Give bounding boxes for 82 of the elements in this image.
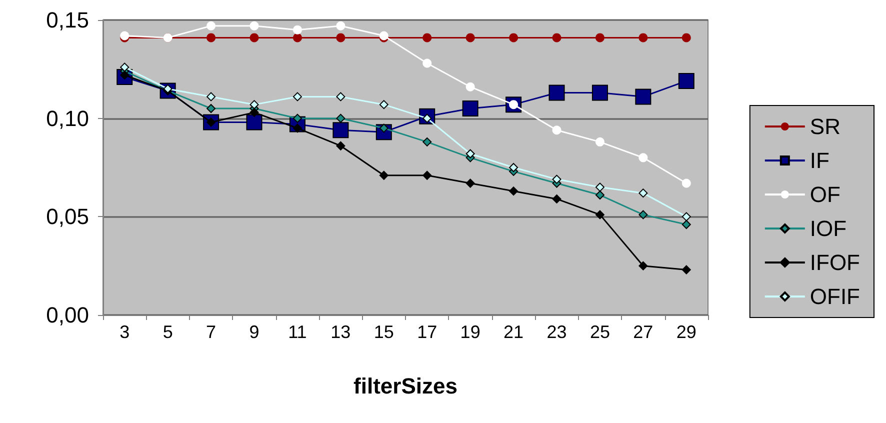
point [292, 114, 302, 123]
point [595, 190, 604, 200]
point [595, 33, 604, 42]
point [246, 114, 262, 130]
point [466, 82, 475, 92]
point [206, 92, 216, 102]
x-tick-label: 25 [590, 322, 610, 342]
x-tick-label: 27 [633, 322, 654, 342]
point [595, 182, 604, 192]
point [332, 122, 349, 138]
x-tick-label: 7 [206, 322, 216, 342]
point [462, 100, 478, 116]
legend-label: SR [810, 114, 840, 139]
point [682, 265, 691, 274]
point [422, 137, 432, 146]
point [336, 114, 346, 123]
point [682, 178, 691, 188]
point [682, 33, 691, 42]
point [552, 194, 562, 204]
x-tick-label: 9 [249, 322, 260, 342]
point [638, 33, 648, 42]
point [638, 210, 648, 220]
point [548, 84, 565, 101]
x-tick-label: 29 [676, 322, 696, 342]
point [638, 188, 648, 198]
y-tick-label: 0,05 [46, 204, 89, 230]
y-tick-label: 0,15 [46, 8, 89, 32]
point [336, 33, 346, 42]
point [120, 62, 130, 72]
x-tick-label: 23 [546, 322, 567, 342]
x-tick-label: 19 [460, 322, 480, 342]
point [509, 33, 518, 42]
x-tick-label: 3 [120, 322, 130, 342]
point [552, 33, 562, 42]
point [250, 21, 259, 30]
point [635, 88, 652, 105]
x-axis-title: filterSizes [354, 374, 458, 398]
point [292, 25, 302, 34]
point [422, 58, 432, 68]
point [509, 186, 518, 196]
point [250, 108, 259, 117]
point [595, 210, 604, 220]
point [466, 33, 475, 42]
x-tick-label: 15 [374, 322, 394, 342]
point [552, 174, 562, 184]
point [422, 33, 432, 42]
point [250, 100, 259, 110]
legend-label: OFIF [810, 284, 860, 309]
legend-label: OF [810, 182, 840, 207]
y-tick-label: 0,00 [46, 302, 89, 328]
point [379, 170, 388, 180]
legend-label: IOF [810, 216, 847, 241]
point [552, 126, 562, 135]
point [638, 153, 648, 162]
y-tick-label: 0,10 [46, 106, 89, 131]
legend-label: IFOF [810, 250, 860, 275]
point [595, 137, 604, 146]
point [638, 261, 648, 270]
point [292, 92, 302, 102]
x-tick-label: 21 [504, 322, 524, 342]
point [509, 163, 518, 172]
x-tick-label: 5 [162, 322, 173, 342]
point [206, 21, 216, 30]
point [422, 170, 432, 180]
point [336, 141, 346, 150]
point [336, 92, 346, 102]
x-tick-label: 17 [417, 322, 438, 342]
point [379, 100, 388, 110]
point [336, 21, 346, 30]
point [678, 72, 694, 89]
x-tick-label: 13 [330, 322, 351, 342]
point [466, 149, 475, 158]
point [592, 84, 608, 101]
x-tick-label: 11 [288, 322, 307, 342]
point [466, 178, 475, 188]
point [682, 220, 691, 230]
legend-label: IF [810, 148, 830, 173]
point [206, 33, 216, 42]
point [682, 212, 691, 222]
point [292, 33, 302, 42]
point [250, 33, 259, 42]
point [206, 104, 216, 113]
